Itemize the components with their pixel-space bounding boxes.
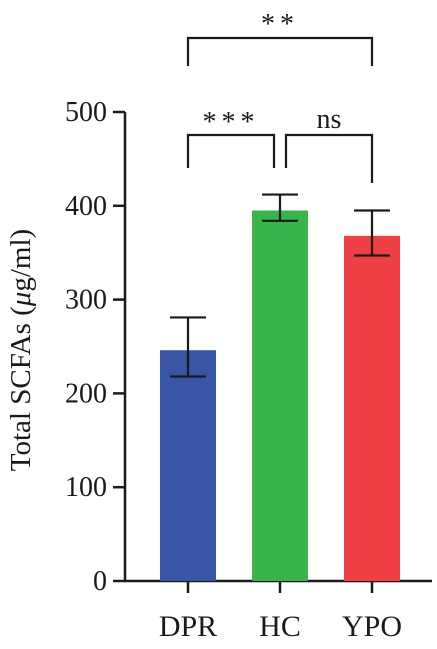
error-bar-hc (262, 193, 298, 222)
y-axis-label: Total SCFAs (μg/ml) (5, 229, 37, 471)
bars (160, 210, 400, 582)
sig-bracket-dpr-ypo: ** (186, 9, 374, 66)
x-tick-label-ypo: YPO (342, 610, 402, 643)
y-tick-label: 200 (65, 378, 107, 409)
error-bars (170, 193, 390, 378)
sig-label: *** (203, 107, 260, 138)
y-axis-title-mu: μ (5, 292, 37, 308)
bar-dpr (160, 350, 216, 581)
y-tick-label: 500 (65, 97, 107, 128)
sig-bracket-line (284, 133, 374, 183)
y-tick-label: 300 (65, 285, 107, 316)
sig-bracket-dpr-hc: *** (186, 107, 276, 168)
error-bar-ypo (354, 209, 390, 257)
y-ticks: 0 100 200 300 400 500 (65, 97, 125, 597)
x-tick-label-hc: HC (259, 610, 301, 643)
error-bar-dpr (170, 316, 206, 378)
y-tick-label: 400 (65, 191, 107, 222)
y-tick-label: 100 (65, 472, 107, 503)
sig-bracket-line (186, 36, 374, 66)
y-axis-title-prefix: Total SCFAs ( (5, 306, 37, 471)
y-axis-title-suffix: g/ml) (5, 229, 37, 292)
y-tick-label: 0 (93, 566, 107, 597)
sig-bracket-hc-ypo: ns (284, 104, 374, 183)
y-axis-title: Total SCFAs (μg/ml) (5, 229, 37, 471)
x-tick-labels: DPR HC YPO (159, 581, 402, 643)
sig-label: ns (317, 104, 342, 135)
sig-bracket-line (186, 133, 276, 168)
sig-label: ** (261, 9, 299, 40)
bar-hc (252, 210, 308, 582)
bar-ypo (344, 235, 400, 582)
significance-brackets: *** ns ** (186, 9, 374, 183)
x-tick-label-dpr: DPR (159, 610, 217, 643)
